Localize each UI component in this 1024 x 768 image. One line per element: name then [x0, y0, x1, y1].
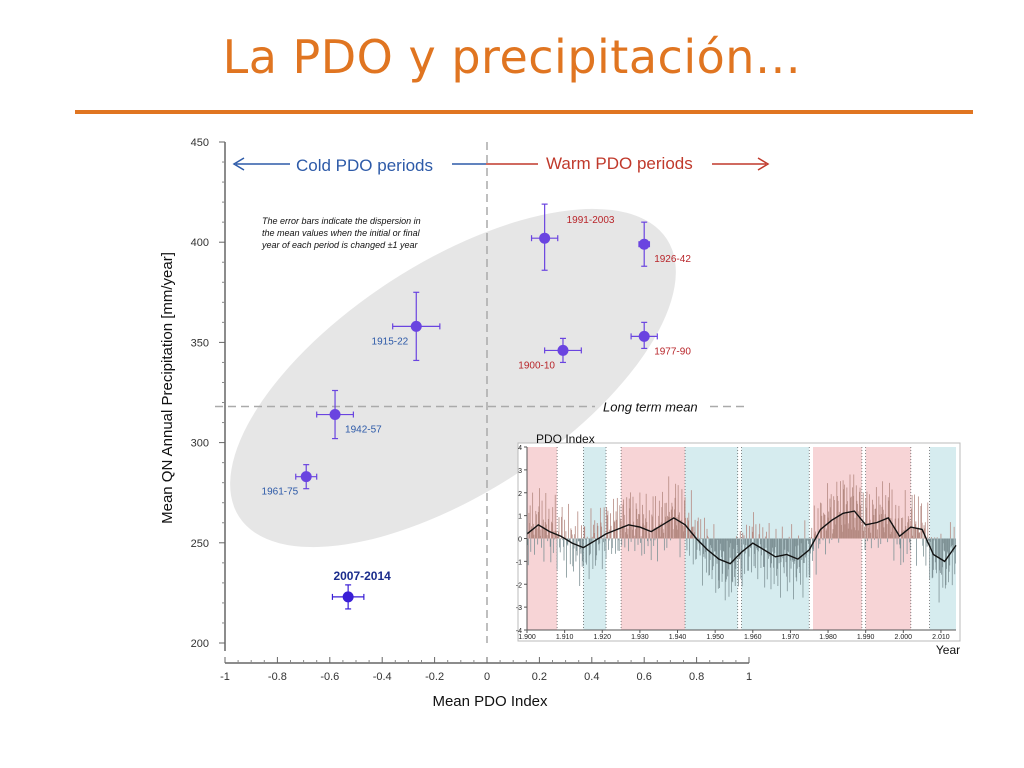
data-point: 1900-10 — [518, 337, 582, 371]
x-tick-label: 1 — [746, 671, 752, 683]
inset-x-tick-label: 2.000 — [895, 634, 913, 641]
x-tick-label: 0.4 — [584, 671, 599, 683]
inset-x-tick-label: 1.950 — [706, 634, 724, 641]
slide-title: La PDO y precipitación… — [222, 30, 802, 84]
point-marker — [638, 238, 650, 250]
pdo-index-inset: PDO Index 4 3 2 1 0 -1 -2 -3 -41.900 1.910 1.920 1.9… — [516, 432, 961, 642]
x-tick-label: 0.6 — [637, 671, 652, 683]
errorbar-note-line: year of each period is changed ±1 year — [261, 240, 419, 250]
inset-y-tick-label: 4 — [518, 445, 522, 452]
data-point: 1977-90 — [630, 321, 691, 357]
data-point: 1942-57 — [316, 389, 382, 440]
inset-y-tick-label: 2 — [518, 491, 522, 498]
x-tick-label: -0.6 — [320, 671, 339, 683]
inset-x-tick-label: 1.960 — [744, 634, 762, 641]
point-marker — [539, 232, 551, 244]
inset-x-tick-label: 1.980 — [819, 634, 837, 641]
inset-x-tick-label: 1.940 — [669, 634, 687, 641]
x-tick-label: 0 — [484, 671, 490, 683]
x-tick-label: -0.4 — [373, 671, 392, 683]
inset-y-tick-label: -4 — [516, 628, 522, 635]
inset-y-tick-label: 0 — [518, 537, 522, 544]
monthly-pdo-bars — [526, 474, 956, 603]
data-point: 1991-2003 — [530, 203, 615, 271]
point-label: 1977-90 — [654, 346, 691, 357]
long-term-mean-label: Long term mean — [603, 400, 698, 415]
data-point: 1915-22 — [372, 291, 441, 362]
x-tick-label: -0.8 — [268, 671, 287, 683]
point-label: 2007-2014 — [333, 569, 391, 583]
data-point: 1961-75 — [262, 464, 318, 498]
inset-y-tick-label: 1 — [518, 514, 522, 521]
smoothed-pdo-line — [526, 510, 957, 565]
errorbar-note-line: The error bars indicate the dispersion i… — [262, 216, 421, 226]
point-label: 1900-10 — [518, 360, 555, 371]
y-tick-label: 300 — [191, 438, 209, 450]
y-tick-label: 350 — [191, 337, 209, 349]
inset-x-axis-label: Year — [936, 643, 960, 657]
y-tick-label: 200 — [191, 638, 209, 650]
point-label: 1926-42 — [654, 254, 691, 265]
inset-x-tick-label: 1.920 — [593, 634, 611, 641]
data-point: 2007-2014 — [331, 569, 391, 610]
y-axis-label: Mean QN Annual Precipitation [mm/year] — [159, 252, 176, 524]
data-point: 1926-42 — [638, 221, 691, 267]
inset-y-tick-label: -3 — [516, 605, 522, 612]
inset-y-tick-label: 3 — [518, 468, 522, 475]
x-tick-label: -1 — [220, 671, 230, 683]
cluster-ellipse — [230, 208, 676, 548]
inset-x-tick-label: 1.970 — [782, 634, 800, 641]
y-tick-label: 400 — [191, 237, 209, 249]
inset-y-tick-label: -1 — [516, 559, 522, 566]
point-marker — [329, 409, 341, 421]
inset-x-tick-label: 1.990 — [857, 634, 875, 641]
point-marker — [342, 591, 354, 603]
x-tick-label: 0.2 — [532, 671, 547, 683]
x-axis-label: Mean PDO Index — [432, 693, 548, 710]
y-tick-label: 450 — [191, 137, 209, 149]
warm-pdo-label: Warm PDO periods — [546, 154, 693, 173]
point-label: 1915-22 — [372, 336, 409, 347]
point-marker — [410, 320, 422, 332]
y-tick-label: 250 — [191, 538, 209, 550]
point-marker — [557, 344, 569, 356]
point-label: 1961-75 — [262, 487, 299, 498]
point-marker — [638, 330, 650, 342]
point-label: 1991-2003 — [567, 215, 615, 226]
inset-title: PDO Index — [536, 432, 595, 446]
inset-x-tick-label: 2.010 — [932, 634, 950, 641]
warm-arrow-head — [757, 157, 770, 171]
cold-pdo-label: Cold PDO periods — [296, 156, 433, 175]
errorbar-note-line: the mean values when the initial or fina… — [262, 228, 421, 238]
cold-arrow-head — [232, 157, 245, 171]
inset-x-tick-label: 1.910 — [556, 634, 574, 641]
point-marker — [300, 471, 312, 483]
x-tick-label: -0.2 — [425, 671, 444, 683]
inset-x-tick-label: 1.900 — [518, 634, 536, 641]
x-tick-label: 0.8 — [689, 671, 704, 683]
point-label: 1942-57 — [345, 425, 382, 436]
inset-x-tick-label: 1.930 — [631, 634, 649, 641]
title-underline — [75, 110, 973, 114]
inset-y-tick-label: -2 — [516, 582, 522, 589]
